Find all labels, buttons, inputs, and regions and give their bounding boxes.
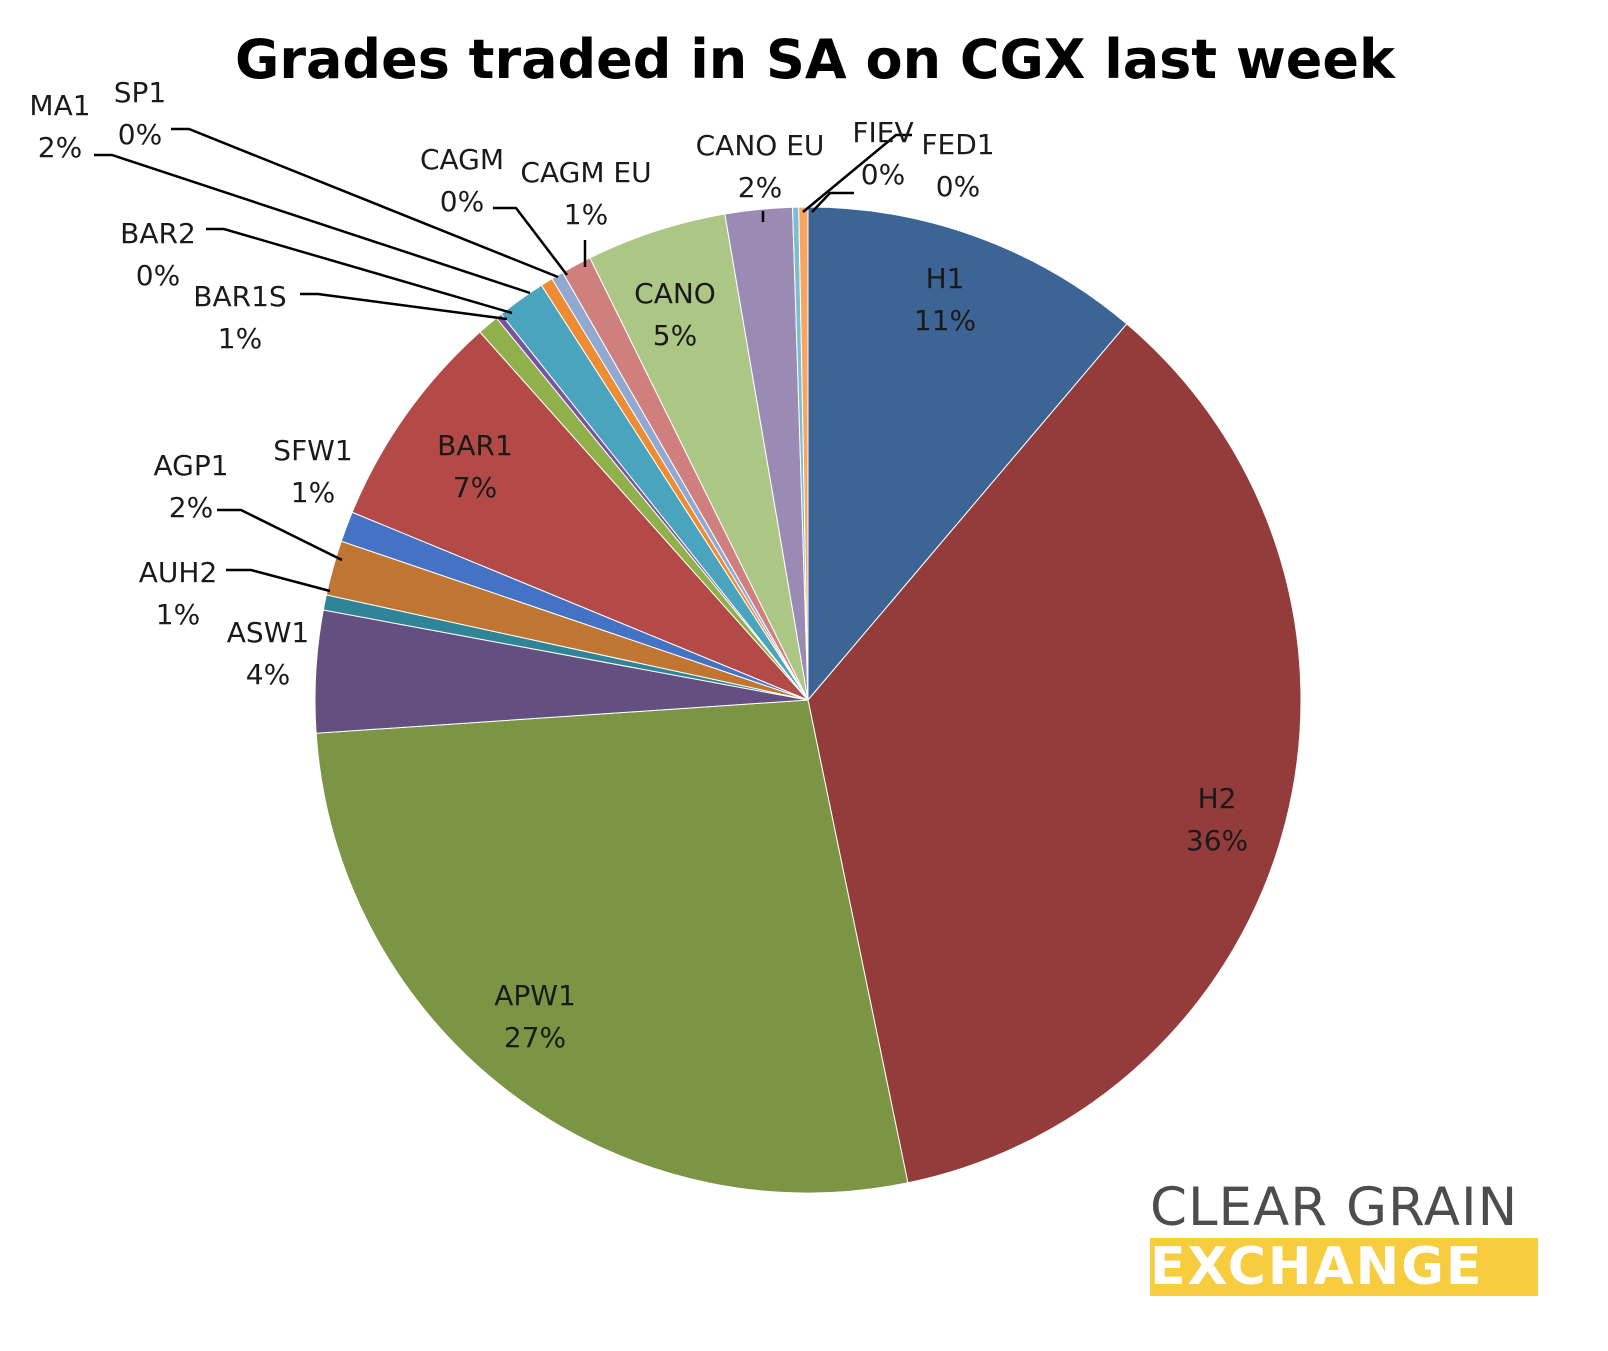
leader-line-bar1s	[300, 292, 508, 321]
slice-name-auh2: AUH2	[139, 556, 218, 589]
slice-bar1	[351, 331, 809, 701]
leader-line-auh2	[226, 568, 331, 593]
slice-percent-cagm-eu: 1%	[564, 198, 608, 231]
slice-name-cano-eu: CANO EU	[696, 129, 825, 162]
slice-percent-fed1: 0%	[936, 170, 980, 203]
slice-percent-bar2: 0%	[136, 259, 180, 292]
slice-percent-cano: 5%	[653, 319, 697, 352]
slice-name-asw1: ASW1	[227, 616, 309, 649]
slice-percent-sfw1: 1%	[291, 476, 335, 509]
slice-name-cagm-eu: CAGM EU	[520, 156, 651, 189]
slice-percent-sp1: 0%	[118, 118, 162, 151]
slice-name-apw1: APW1	[494, 979, 576, 1012]
slice-percent-h1: 11%	[914, 304, 976, 337]
leader-line-ma1	[94, 153, 531, 295]
slice-percent-cano-eu: 2%	[738, 171, 782, 204]
slice-percent-ma1: 2%	[38, 131, 82, 164]
leader-line-sp1	[171, 127, 559, 279]
slice-name-fed1: FED1	[921, 128, 994, 161]
slice-name-ma1: MA1	[29, 89, 90, 122]
slice-name-bar2: BAR2	[120, 217, 196, 250]
slice-labels: H1 11% H2 36% APW1 27% ASW1 4% AUH2 1% AGP1 2% SFW1 1…	[29, 76, 1248, 1054]
chart-title: Grades traded in SA on CGX last week	[235, 28, 1396, 91]
slice-h2	[807, 323, 1302, 1184]
slice-percent-cagm: 0%	[440, 185, 484, 218]
slice-percent-auh2: 1%	[156, 598, 200, 631]
slice-percent-fiev: 0%	[861, 158, 905, 191]
slice-name-cagm: CAGM	[420, 143, 504, 176]
leader-line-fed1	[811, 191, 854, 213]
slice-percent-asw1: 4%	[246, 658, 290, 691]
slice-name-sp1: SP1	[114, 76, 166, 109]
logo-text-bottom: EXCHANGE	[1150, 1238, 1538, 1296]
slice-percent-bar1s: 1%	[218, 322, 262, 355]
pie-slices	[314, 206, 1302, 1194]
slice-name-cano: CANO	[634, 277, 716, 310]
slice-name-h2: H2	[1198, 782, 1237, 815]
slice-name-bar1s: BAR1S	[193, 280, 286, 313]
slice-apw1	[315, 699, 909, 1194]
slice-percent-bar1: 7%	[453, 471, 497, 504]
slice-name-agp1: AGP1	[153, 449, 228, 482]
logo-text-top: CLEAR GRAIN	[1150, 1177, 1519, 1238]
leader-line-cagm	[493, 206, 568, 276]
slice-name-bar1: BAR1	[437, 429, 513, 462]
slice-percent-apw1: 27%	[504, 1021, 566, 1054]
leader-line-agp1	[217, 508, 343, 562]
slice-name-sfw1: SFW1	[273, 434, 352, 467]
clear-grain-exchange-logo: CLEAR GRAIN EXCHANGE	[1150, 1180, 1540, 1296]
leader-line-fiev	[802, 133, 912, 213]
leader-lines	[94, 127, 912, 593]
slice-percent-h2: 36%	[1186, 824, 1248, 857]
leader-line-bar2	[206, 227, 513, 315]
slice-h1	[807, 206, 1128, 702]
slice-percent-agp1: 2%	[169, 491, 213, 524]
slice-name-h1: H1	[926, 262, 965, 295]
slice-name-fiev: FIEV	[852, 116, 913, 149]
